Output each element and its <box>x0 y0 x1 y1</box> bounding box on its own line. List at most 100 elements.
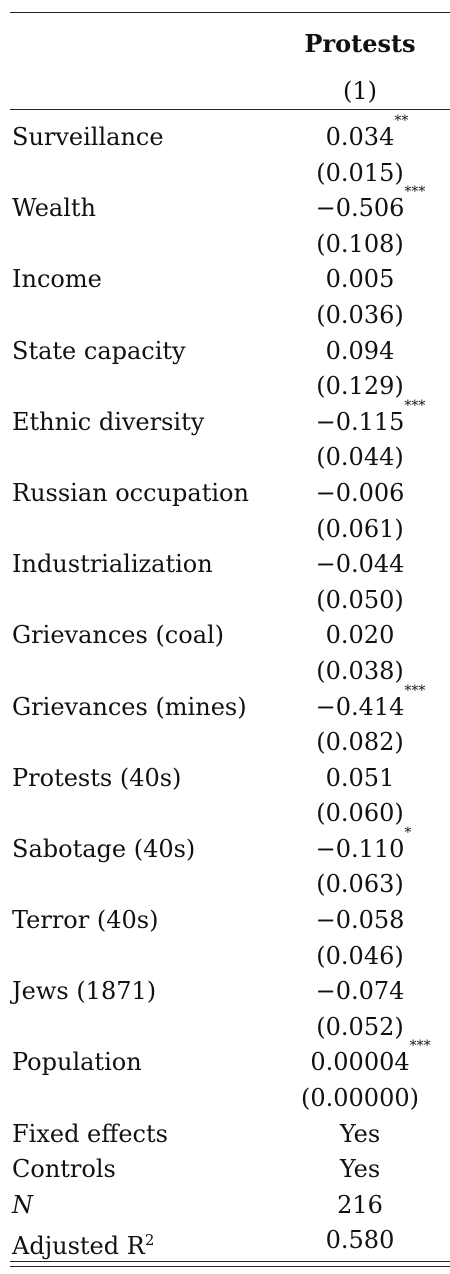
regression-table: Protests (1) Surveillance 0.034 ** (0.015) W… <box>10 12 450 1267</box>
table-row-se: (0.050) <box>10 583 450 619</box>
coefficient-value: 0.094 <box>325 336 395 365</box>
table-row: Grievances (mines) −0.414 *** <box>10 684 450 726</box>
significance-stars: *** <box>409 1038 431 1055</box>
coefficient-cell: −0.506 *** <box>260 185 450 227</box>
coefficient-value: −0.006 <box>315 478 405 507</box>
table-row: Russian occupation −0.006 <box>10 476 450 512</box>
row-label: Industrialization <box>12 550 213 579</box>
table-row-se: (0.038) <box>10 654 450 690</box>
coefficient-cell: 0.094 <box>260 334 450 370</box>
table-row-se: (0.00000) <box>10 1081 450 1117</box>
standard-error: (0.061) <box>316 514 404 543</box>
standard-error: (0.108) <box>316 229 404 258</box>
table-row: Surveillance 0.034 ** <box>10 114 450 156</box>
significance-stars: *** <box>404 682 426 699</box>
stat-row: Adjusted R2 0.580 <box>10 1223 450 1260</box>
coefficient-cell: −0.006 <box>260 476 450 512</box>
coefficient-value: −0.110 <box>315 834 405 863</box>
table-row: Wealth −0.506 *** <box>10 185 450 227</box>
row-label: Surveillance <box>12 123 164 151</box>
standard-error: (0.015) <box>316 158 404 187</box>
coefficient-value: −0.506 <box>315 194 405 223</box>
significance-stars: ** <box>394 113 409 129</box>
standard-error: (0.050) <box>316 585 404 614</box>
row-label: Ethnic diversity <box>12 407 205 436</box>
row-label: Terror (40s) <box>12 906 159 935</box>
table-header: Protests (1) <box>10 13 450 109</box>
row-label: Grievances (mines) <box>12 692 247 721</box>
header-rule <box>10 109 450 110</box>
table-row: Jews (1871) −0.074 <box>10 974 450 1010</box>
table-body: Surveillance 0.034 ** (0.015) Wealth −0.506 **… <box>10 114 450 1117</box>
stat-label: Adjusted R2 <box>12 1231 155 1261</box>
coefficient-cell: −0.044 <box>260 547 450 583</box>
table-row: Industrialization −0.044 <box>10 547 450 583</box>
table-row: Income 0.005 <box>10 262 450 298</box>
table-row: Sabotage (40s) −0.110 * <box>10 826 450 868</box>
standard-error: (0.038) <box>316 656 404 685</box>
stat-label: Controls <box>12 1155 116 1184</box>
coefficient-value: −0.414 <box>315 692 405 721</box>
table-row-se: (0.015) <box>10 156 450 192</box>
standard-error: (0.052) <box>316 1012 404 1041</box>
coefficient-cell: 0.020 <box>260 618 450 654</box>
table-row-se: (0.060) <box>10 796 450 832</box>
standard-error: (0.060) <box>316 799 404 828</box>
row-label: Russian occupation <box>12 478 249 507</box>
coefficient-value: 0.00004 <box>310 1048 410 1077</box>
coefficient-value: −0.074 <box>315 977 405 1006</box>
row-label: Grievances (coal) <box>12 621 225 650</box>
significance-stars: *** <box>404 184 426 201</box>
table-stats: Fixed effects Yes Controls Yes N 216 Adjusted … <box>10 1117 450 1261</box>
table-row: Ethnic diversity −0.115 *** <box>10 399 450 441</box>
table-row-se: (0.108) <box>10 227 450 263</box>
stat-row: Controls Yes <box>10 1152 450 1188</box>
coefficient-value: 0.034 <box>325 123 395 151</box>
table-row-se: (0.129) <box>10 369 450 405</box>
column-title: Protests <box>304 29 416 58</box>
table-row: Terror (40s) −0.058 <box>10 903 450 939</box>
coefficient-cell: 0.051 <box>260 761 450 797</box>
column-number: (1) <box>343 77 377 105</box>
significance-stars: * <box>404 824 412 841</box>
table-row: Protests (40s) 0.051 <box>10 761 450 797</box>
top-rule <box>10 12 450 13</box>
table-row-se: (0.063) <box>10 867 450 903</box>
table-row: State capacity 0.094 <box>10 334 450 370</box>
row-label: State capacity <box>12 336 186 365</box>
bottom-double-rule <box>10 1261 450 1267</box>
stat-value: 0.580 <box>325 1226 395 1255</box>
coefficient-cell: 0.034 ** <box>260 114 450 156</box>
coefficient-value: 0.051 <box>325 763 395 792</box>
standard-error: (0.082) <box>316 728 404 757</box>
row-label: Population <box>12 1048 142 1077</box>
stat-row: Fixed effects Yes <box>10 1117 450 1153</box>
table-row-se: (0.044) <box>10 440 450 476</box>
stat-label-superscript: 2 <box>144 1231 155 1250</box>
coefficient-value: 0.005 <box>325 265 395 294</box>
row-label: Sabotage (40s) <box>12 834 196 863</box>
stat-value: Yes <box>339 1119 381 1148</box>
significance-stars: *** <box>404 397 426 414</box>
table-row: Grievances (coal) 0.020 <box>10 618 450 654</box>
table-row: Population 0.00004 *** <box>10 1039 450 1081</box>
coefficient-cell: 0.005 <box>260 262 450 298</box>
stat-row: N 216 <box>10 1188 450 1224</box>
stat-value: Yes <box>339 1155 381 1184</box>
table-row-se: (0.036) <box>10 298 450 334</box>
coefficient-value: −0.115 <box>315 407 405 436</box>
coefficient-cell: 0.00004 *** <box>260 1039 450 1081</box>
coefficient-cell: −0.058 <box>260 903 450 939</box>
table-row-se: (0.082) <box>10 725 450 761</box>
table-row-se: (0.052) <box>10 1010 450 1046</box>
standard-error: (0.063) <box>316 870 404 899</box>
stat-label: Fixed effects <box>12 1119 168 1148</box>
standard-error: (0.046) <box>316 941 404 970</box>
coefficient-value: −0.044 <box>315 550 405 579</box>
coefficient-value: 0.020 <box>325 621 395 650</box>
standard-error: (0.129) <box>316 372 404 401</box>
standard-error: (0.036) <box>316 300 404 329</box>
coefficient-value: −0.058 <box>315 906 405 935</box>
row-label: Jews (1871) <box>12 977 157 1006</box>
coefficient-cell: −0.110 * <box>260 826 450 868</box>
